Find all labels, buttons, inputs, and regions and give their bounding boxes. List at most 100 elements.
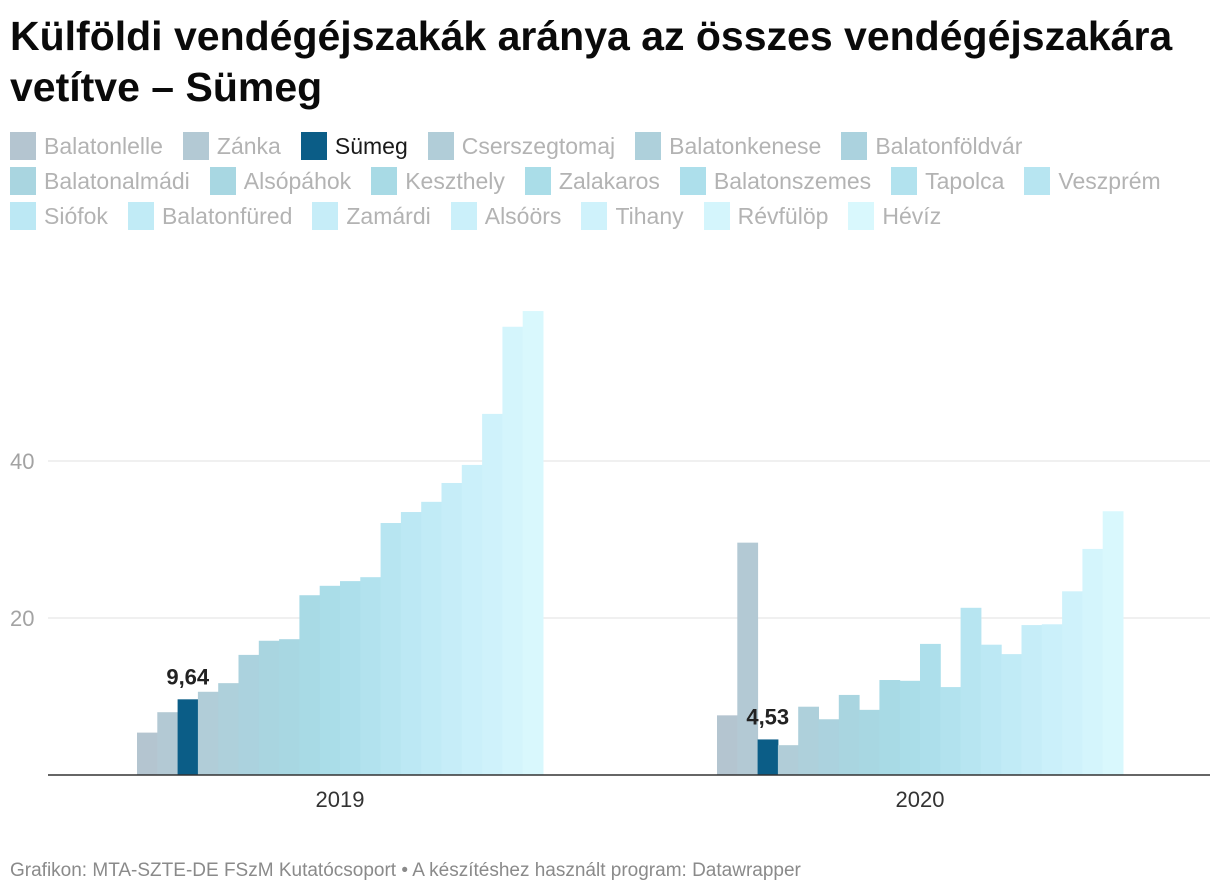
bar-2020-heviz: [1102, 511, 1124, 775]
bar-2019-balatonlelle: [137, 732, 158, 775]
bar-2019-revfulop: [502, 326, 524, 775]
legend-item-balatonlelle: Balatonlelle: [10, 132, 163, 160]
legend-swatch: [891, 167, 918, 195]
legend-label: Cserszegtomaj: [461, 133, 616, 159]
bar-2019-tapolca: [360, 577, 382, 775]
legend-swatch: [450, 202, 477, 230]
legend-row: Balatonalmádi Alsópáhok Keszthely Zalakaros…: [10, 167, 1215, 195]
legend-swatch: [1024, 167, 1051, 195]
legend: Balatonlelle Zánka Sümeg Cserszegtomaj Balat…: [10, 132, 1215, 237]
legend-swatch: [10, 132, 36, 160]
legend-swatch: [427, 132, 454, 160]
legend-swatch: [581, 202, 608, 230]
footer-credit: Grafikon: MTA-SZTE-DE FSzM Kutatócsoport…: [10, 860, 801, 881]
legend-item-alsopahok: Alsópáhok: [209, 167, 352, 195]
bar-2019-balatonkenese: [218, 683, 239, 775]
legend-item-zalakaros: Zalakaros: [524, 167, 660, 195]
y-tick-label-40: 40: [10, 449, 34, 474]
y-tick-label-20: 20: [10, 606, 34, 631]
bar-2019-zanka: [157, 712, 179, 775]
legend-item-zamardi: Zamárdi: [312, 202, 431, 230]
chart-title: Külföldi vendégéjszakák aránya az összes…: [10, 13, 1173, 110]
bar-2020-balatonalmadi: [838, 694, 860, 775]
legend-row: Balatonlelle Zánka Sümeg Cserszegtomaj Balat…: [10, 132, 1215, 160]
legend-item-veszprem: Veszprém: [1024, 167, 1161, 195]
legend-item-balatonalmadi: Balatonalmádi: [10, 167, 190, 195]
legend-label: Balatonalmádi: [44, 168, 190, 194]
legend-item-sumeg: Sümeg: [300, 132, 408, 160]
bar-2019-cserszegtomaj: [197, 691, 219, 775]
legend-label: Zalakaros: [558, 168, 660, 194]
bar-2020-balatonkenese: [798, 706, 819, 775]
bar-2020-alsopahok: [859, 709, 880, 775]
legend-swatch: [679, 167, 706, 195]
bar-chart: 20 40 9,64 2019 4,53 2020: [10, 311, 1210, 812]
bar-2019-alsoors: [461, 464, 483, 775]
bar-2020-veszprem: [960, 607, 982, 775]
legend-item-alsoors: Alsóörs: [450, 202, 562, 230]
bar-2019-alsopahok: [279, 639, 300, 775]
bar-2019-balatonalmadi: [258, 640, 280, 775]
legend-item-keszthely: Keszthely: [371, 167, 505, 195]
bar-2020-balatonszemes: [920, 643, 941, 775]
x-tick-label-2020: 2020: [896, 787, 945, 812]
bar-2020-balatonlelle: [717, 715, 738, 775]
legend-label: Siófok: [44, 203, 108, 229]
legend-item-tihany: Tihany: [581, 202, 684, 230]
bar-2020-cserszegtomaj: [777, 745, 799, 775]
legend-item-revfulop: Révfülöp: [703, 202, 829, 230]
bar-2020-balatonfured: [1001, 654, 1022, 775]
bar-2019-sumeg: [177, 699, 199, 775]
bar-2019-zamardi: [441, 482, 463, 775]
bar-2019-balatonszemes: [340, 581, 361, 775]
bar-2020-tapolca: [940, 687, 962, 775]
legend-label: Veszprém: [1058, 168, 1161, 194]
bar-2019-balatonfoldvar: [238, 654, 260, 775]
bar-2020-zanka: [737, 542, 759, 775]
legend-label: Sümeg: [334, 133, 408, 159]
legend-label: Balatonfüred: [161, 203, 293, 229]
legend-label: Tihany: [615, 203, 684, 229]
legend-label: Hévíz: [882, 203, 942, 229]
legend-swatch: [635, 132, 662, 160]
legend-swatch: [10, 167, 36, 195]
bar-2020-sumeg: [757, 739, 779, 775]
bar-2020-alsoors: [1041, 624, 1063, 775]
legend-label: Alsóörs: [484, 203, 562, 229]
legend-label: Révfülöp: [737, 203, 829, 229]
bar-2020-keszthely: [879, 680, 901, 775]
legend-label: Tapolca: [925, 168, 1005, 194]
bar-2020-siofok: [980, 644, 1002, 775]
legend-item-balatonfured: Balatonfüred: [127, 202, 293, 230]
x-tick-label-2019: 2019: [316, 787, 365, 812]
bar-2019-zalakaros: [319, 585, 341, 775]
legend-item-tapolca: Tapolca: [891, 167, 1004, 195]
legend-label: Zánka: [216, 133, 281, 159]
legend-item-balatonfoldvar: Balatonföldvár: [841, 132, 1022, 160]
bar-2019-siofok: [400, 512, 422, 775]
value-label-2020-sumeg: 4,53: [746, 704, 789, 729]
bar-2020-balatonfoldvar: [818, 719, 840, 775]
legend-label: Balatonföldvár: [875, 133, 1023, 159]
bar-2019-balatonfured: [421, 501, 442, 775]
bar-2020-zamardi: [1021, 625, 1043, 775]
legend-label: Alsópáhok: [243, 168, 352, 194]
bar-2019-heviz: [522, 311, 544, 775]
legend-item-siofok: Siófok: [10, 202, 108, 230]
legend-swatch: [371, 167, 398, 195]
legend-row: Siófok Balatonfüred Zamárdi Alsóörs Tihany Ré…: [10, 202, 1215, 230]
bar-2019-tihany: [482, 413, 503, 775]
legend-item-zanka: Zánka: [182, 132, 281, 160]
bar-2019-veszprem: [380, 523, 402, 775]
legend-swatch: [312, 202, 339, 230]
legend-label: Balatonkenese: [669, 133, 822, 159]
legend-item-balatonkenese: Balatonkenese: [635, 132, 821, 160]
bar-2020-zalakaros: [899, 680, 921, 775]
value-label-2019-sumeg: 9,64: [166, 664, 210, 689]
legend-item-balatonszemes: Balatonszemes: [679, 167, 872, 195]
legend-swatch: [703, 202, 730, 230]
legend-label: Balatonszemes: [713, 168, 872, 194]
legend-swatch: [127, 202, 154, 230]
legend-swatch: [848, 202, 875, 230]
legend-label: Zamárdi: [346, 203, 431, 229]
